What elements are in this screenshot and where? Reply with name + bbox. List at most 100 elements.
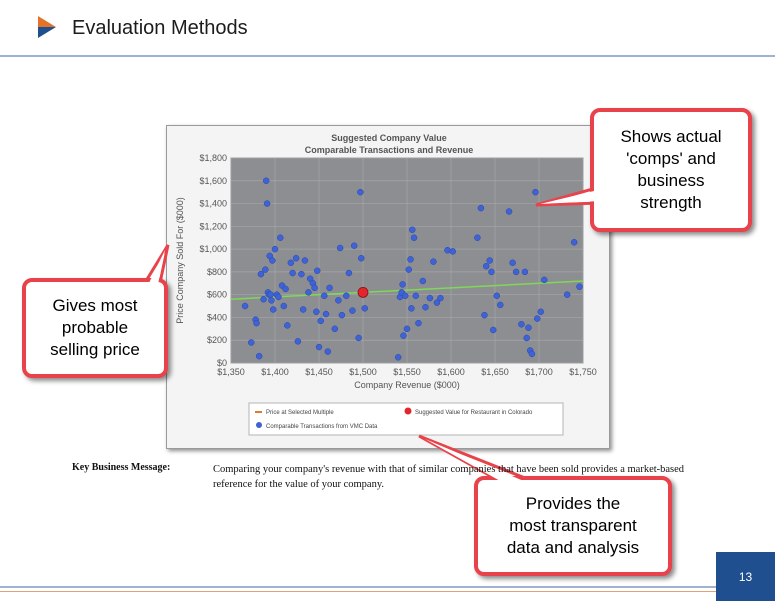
comparable-point (336, 244, 344, 252)
comparable-point (269, 306, 277, 313)
comparable-point (482, 262, 490, 270)
comparable-point (280, 302, 288, 310)
comparable-point (311, 284, 318, 292)
comparable-point (408, 305, 415, 312)
key-message-text: Comparing your company's revenue with th… (213, 464, 685, 490)
comparable-point (269, 257, 276, 264)
x-tick-label: $1,700 (525, 367, 553, 377)
y-tick-label: $1,200 (199, 221, 227, 231)
key-message-label: Key Business Message: (72, 462, 171, 473)
comparable-point (541, 276, 548, 284)
comparable-point (399, 281, 406, 288)
comparable-point (525, 324, 532, 331)
comparable-point (289, 269, 296, 277)
comparable-point (257, 270, 265, 278)
comparable-point (345, 269, 353, 277)
comparable-point (271, 245, 279, 253)
comparable-point (262, 266, 269, 273)
y-tick-label: $1,800 (199, 153, 227, 163)
comparable-point (301, 257, 309, 264)
legend-marker-comparables (256, 422, 262, 428)
comparable-point (321, 292, 328, 300)
y-tick-label: $0 (217, 358, 227, 368)
comparable-point (277, 234, 284, 241)
suggested-value-point (357, 286, 369, 298)
comparable-point (294, 338, 302, 345)
comparable-point (497, 301, 504, 309)
chart-title: Suggested Company Value (331, 133, 447, 143)
x-tick-label: $1,400 (261, 367, 289, 377)
comparable-point (267, 291, 274, 298)
comparable-point (335, 297, 342, 304)
comparable-point (331, 325, 339, 333)
comparable-point (326, 284, 333, 292)
callout-transparency: Provides the most transparent data and a… (474, 476, 672, 576)
comparable-point (262, 177, 270, 185)
comparable-point (505, 208, 513, 215)
comparable-point (419, 277, 427, 285)
comparable-point (394, 354, 402, 361)
x-tick-label: $1,600 (437, 367, 465, 377)
footer-accent-line (0, 591, 775, 592)
x-tick-label: $1,500 (349, 367, 377, 377)
comparable-point (357, 254, 365, 262)
comparable-point (305, 289, 312, 296)
comparable-point (412, 292, 420, 300)
comparable-point (253, 319, 260, 327)
comparable-point (512, 268, 520, 276)
y-tick-label: $1,600 (199, 176, 227, 186)
comparable-point (315, 343, 323, 351)
comparable-point (570, 239, 578, 246)
y-tick-label: $1,400 (199, 199, 227, 209)
comparable-point (486, 257, 493, 264)
comparable-point (255, 352, 263, 360)
legend-label: Suggested Value for Restaurant in Colora… (415, 410, 533, 416)
logo-icon (38, 16, 56, 38)
comparable-point (518, 321, 525, 328)
comparable-point (282, 285, 289, 293)
y-tick-label: $200 (207, 335, 227, 345)
y-tick-label: $400 (207, 312, 227, 322)
comparable-point (287, 259, 295, 267)
y-tick-label: $600 (207, 290, 227, 300)
comparable-point (576, 283, 583, 290)
series-line-selected-multiple (230, 280, 584, 300)
page-title: Evaluation Methods (72, 17, 248, 39)
comparable-point (284, 322, 291, 329)
legend-label: Comparable Transactions from VMC Data (266, 424, 378, 430)
comparable-point (532, 188, 539, 196)
comparable-point (449, 248, 457, 255)
comparable-point (488, 268, 495, 276)
y-axis-label: Price Company Sold For ($000) (175, 197, 185, 324)
comparable-point (357, 188, 364, 196)
legend-marker-suggested (404, 407, 412, 415)
comparable-point (317, 317, 325, 325)
comparable-point (537, 308, 545, 315)
footer-divider (0, 586, 775, 588)
y-tick-label: $1,000 (199, 244, 227, 254)
comparable-point (298, 270, 305, 278)
comparable-point (401, 292, 409, 300)
comparable-point (521, 268, 529, 276)
comparable-point (533, 315, 541, 322)
comparable-point (241, 302, 249, 310)
x-tick-label: $1,350 (217, 367, 245, 377)
comparable-point (444, 247, 451, 254)
comparable-point (260, 295, 267, 303)
comparable-point (481, 311, 488, 319)
scatter-chart: Suggested Company Value Comparable Transa… (175, 133, 597, 436)
comparable-point (409, 226, 416, 233)
comparable-point (430, 258, 437, 265)
slide-header: Evaluation Methods (0, 0, 775, 57)
comparable-point (292, 254, 300, 262)
comparable-point (338, 311, 346, 319)
comparable-point (528, 350, 536, 358)
comparable-point (349, 307, 356, 314)
comparable-point (493, 292, 501, 300)
comparable-point (433, 299, 441, 306)
comparable-point (350, 242, 358, 249)
legend-box (248, 402, 564, 436)
comparable-point (324, 348, 332, 355)
chart-subtitle: Comparable Transactions and Revenue (305, 145, 474, 155)
comparable-point (407, 256, 414, 263)
